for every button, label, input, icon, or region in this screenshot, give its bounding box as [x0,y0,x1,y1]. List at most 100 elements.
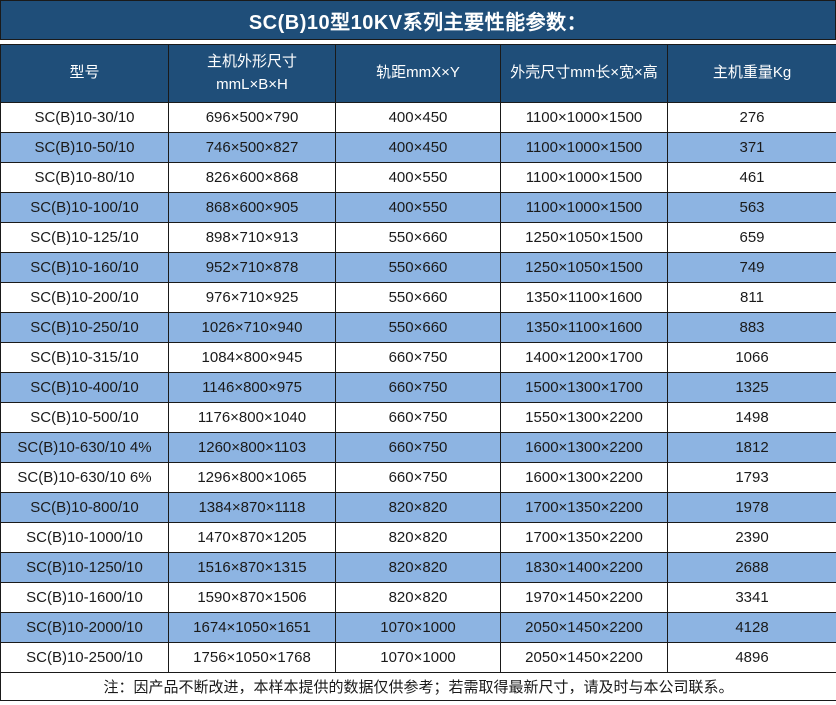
table-cell: 696×500×790 [168,102,336,133]
table-row: SC(B)10-30/10 696×500×790 400×450 1100×1000… [0,102,836,133]
table-cell: SC(B)10-1250/10 [0,552,169,583]
table-cell: 749 [667,252,836,283]
table-cell: 660×750 [335,342,501,373]
table-cell: 1070×1000 [335,612,501,643]
table-cell: 659 [667,222,836,253]
column-header-host-dimensions: 主机外形尺寸 mmL×B×H [168,44,336,103]
table-cell: SC(B)10-630/10 4% [0,432,169,463]
table-header: 型号 主机外形尺寸 mmL×B×H 轨距mmX×Y 外壳尺寸mm长×宽×高 主机… [0,44,836,103]
table-cell: SC(B)10-125/10 [0,222,169,253]
column-header-label: 主机重量Kg [712,64,792,82]
column-header-label: 外壳尺寸mm长×宽×高 [510,64,658,82]
table-cell: 1830×1400×2200 [500,552,668,583]
note-row: 注：因产品不断改进，本样本提供的数据仅供参考；若需取得最新尺寸，请及时与本公司联… [0,672,836,701]
table-cell: 2050×1450×2200 [500,642,668,673]
table-cell: 660×750 [335,432,501,463]
table-cell: 1100×1000×1500 [500,192,668,223]
table-cell: 1500×1300×1700 [500,372,668,403]
table-cell: 660×750 [335,402,501,433]
table-row: SC(B)10-1000/10 1470×870×1205 820×820 1700×… [0,522,836,553]
table-row: SC(B)10-2500/10 1756×1050×1768 1070×1000 20… [0,642,836,673]
table-cell: 371 [667,132,836,163]
table-cell: 1550×1300×2200 [500,402,668,433]
table-cell: 883 [667,312,836,343]
table-cell: 1100×1000×1500 [500,162,668,193]
table-cell: 820×820 [335,492,501,523]
table-cell: 1350×1100×1600 [500,312,668,343]
table-cell: SC(B)10-1000/10 [0,522,169,553]
table-cell: 952×710×878 [168,252,336,283]
table-cell: 1250×1050×1500 [500,252,668,283]
column-header-model: 型号 [0,44,169,103]
table-row: SC(B)10-250/10 1026×710×940 550×660 1350×11… [0,312,836,343]
table-cell: 1026×710×940 [168,312,336,343]
table-cell: 811 [667,282,836,313]
table-cell: 400×550 [335,162,501,193]
column-header-label: 轨距mmX×Y [376,64,460,82]
table-cell: 2050×1450×2200 [500,612,668,643]
table-cell: SC(B)10-200/10 [0,282,169,313]
table-cell: 1600×1300×2200 [500,462,668,493]
title-separator [0,40,836,44]
table-cell: 1350×1100×1600 [500,282,668,313]
table-cell: 1590×870×1506 [168,582,336,613]
table-cell: 1812 [667,432,836,463]
table-cell: 1070×1000 [335,642,501,673]
table-cell: 563 [667,192,836,223]
table-cell: 1384×870×1118 [168,492,336,523]
table-cell: SC(B)10-800/10 [0,492,169,523]
table-cell: 461 [667,162,836,193]
table-cell: SC(B)10-315/10 [0,342,169,373]
table-cell: SC(B)10-2500/10 [0,642,169,673]
table-cell: 1970×1450×2200 [500,582,668,613]
table-row: SC(B)10-80/10 826×600×868 400×550 1100×1000… [0,162,836,193]
table-cell: 3341 [667,582,836,613]
table-cell: 4128 [667,612,836,643]
table-cell: 820×820 [335,582,501,613]
table-cell: SC(B)10-500/10 [0,402,169,433]
table-body: SC(B)10-30/10 696×500×790 400×450 1100×1000… [0,102,836,673]
table-cell: SC(B)10-250/10 [0,312,169,343]
table-cell: 4896 [667,642,836,673]
table-cell: SC(B)10-2000/10 [0,612,169,643]
column-header-shell-dimensions: 外壳尺寸mm长×宽×高 [500,44,668,103]
table-cell: 1700×1350×2200 [500,492,668,523]
table-cell: 400×550 [335,192,501,223]
table-row: SC(B)10-630/10 6% 1296×800×1065 660×750 160… [0,462,836,493]
spec-table: 型号 主机外形尺寸 mmL×B×H 轨距mmX×Y 外壳尺寸mm长×宽×高 主机… [0,44,836,701]
column-header-host-weight: 主机重量Kg [667,44,836,103]
table-cell: SC(B)10-160/10 [0,252,169,283]
table-cell: 1250×1050×1500 [500,222,668,253]
table-cell: 1066 [667,342,836,373]
table-cell: 660×750 [335,372,501,403]
table-cell: 276 [667,102,836,133]
table-row: SC(B)10-400/10 1146×800×975 660×750 1500×13… [0,372,836,403]
table-cell: 746×500×827 [168,132,336,163]
table-row: SC(B)10-800/10 1384×870×1118 820×820 1700×1… [0,492,836,523]
table-cell: 1176×800×1040 [168,402,336,433]
table-cell: 1260×800×1103 [168,432,336,463]
table-cell: 660×750 [335,462,501,493]
table-cell: 400×450 [335,132,501,163]
table-cell: 550×660 [335,312,501,343]
table-cell: SC(B)10-30/10 [0,102,169,133]
table-row: SC(B)10-2000/10 1674×1050×1651 1070×1000 20… [0,612,836,643]
table-row: SC(B)10-200/10 976×710×925 550×660 1350×110… [0,282,836,313]
table-cell: 2688 [667,552,836,583]
column-header-rail-gauge: 轨距mmX×Y [335,44,501,103]
footnote: 注：因产品不断改进，本样本提供的数据仅供参考；若需取得最新尺寸，请及时与本公司联… [0,672,836,701]
table-cell: 826×600×868 [168,162,336,193]
table-cell: 550×660 [335,222,501,253]
table-cell: 976×710×925 [168,282,336,313]
table-row: SC(B)10-1250/10 1516×870×1315 820×820 1830×… [0,552,836,583]
table-footer: 注：因产品不断改进，本样本提供的数据仅供参考；若需取得最新尺寸，请及时与本公司联… [0,672,836,701]
table-cell: 1470×870×1205 [168,522,336,553]
table-cell: 550×660 [335,282,501,313]
table-cell: 820×820 [335,522,501,553]
table-row: SC(B)10-500/10 1176×800×1040 660×750 1550×1… [0,402,836,433]
table-cell: 1756×1050×1768 [168,642,336,673]
table-cell: 868×600×905 [168,192,336,223]
table-cell: 1978 [667,492,836,523]
table-row: SC(B)10-160/10 952×710×878 550×660 1250×105… [0,252,836,283]
